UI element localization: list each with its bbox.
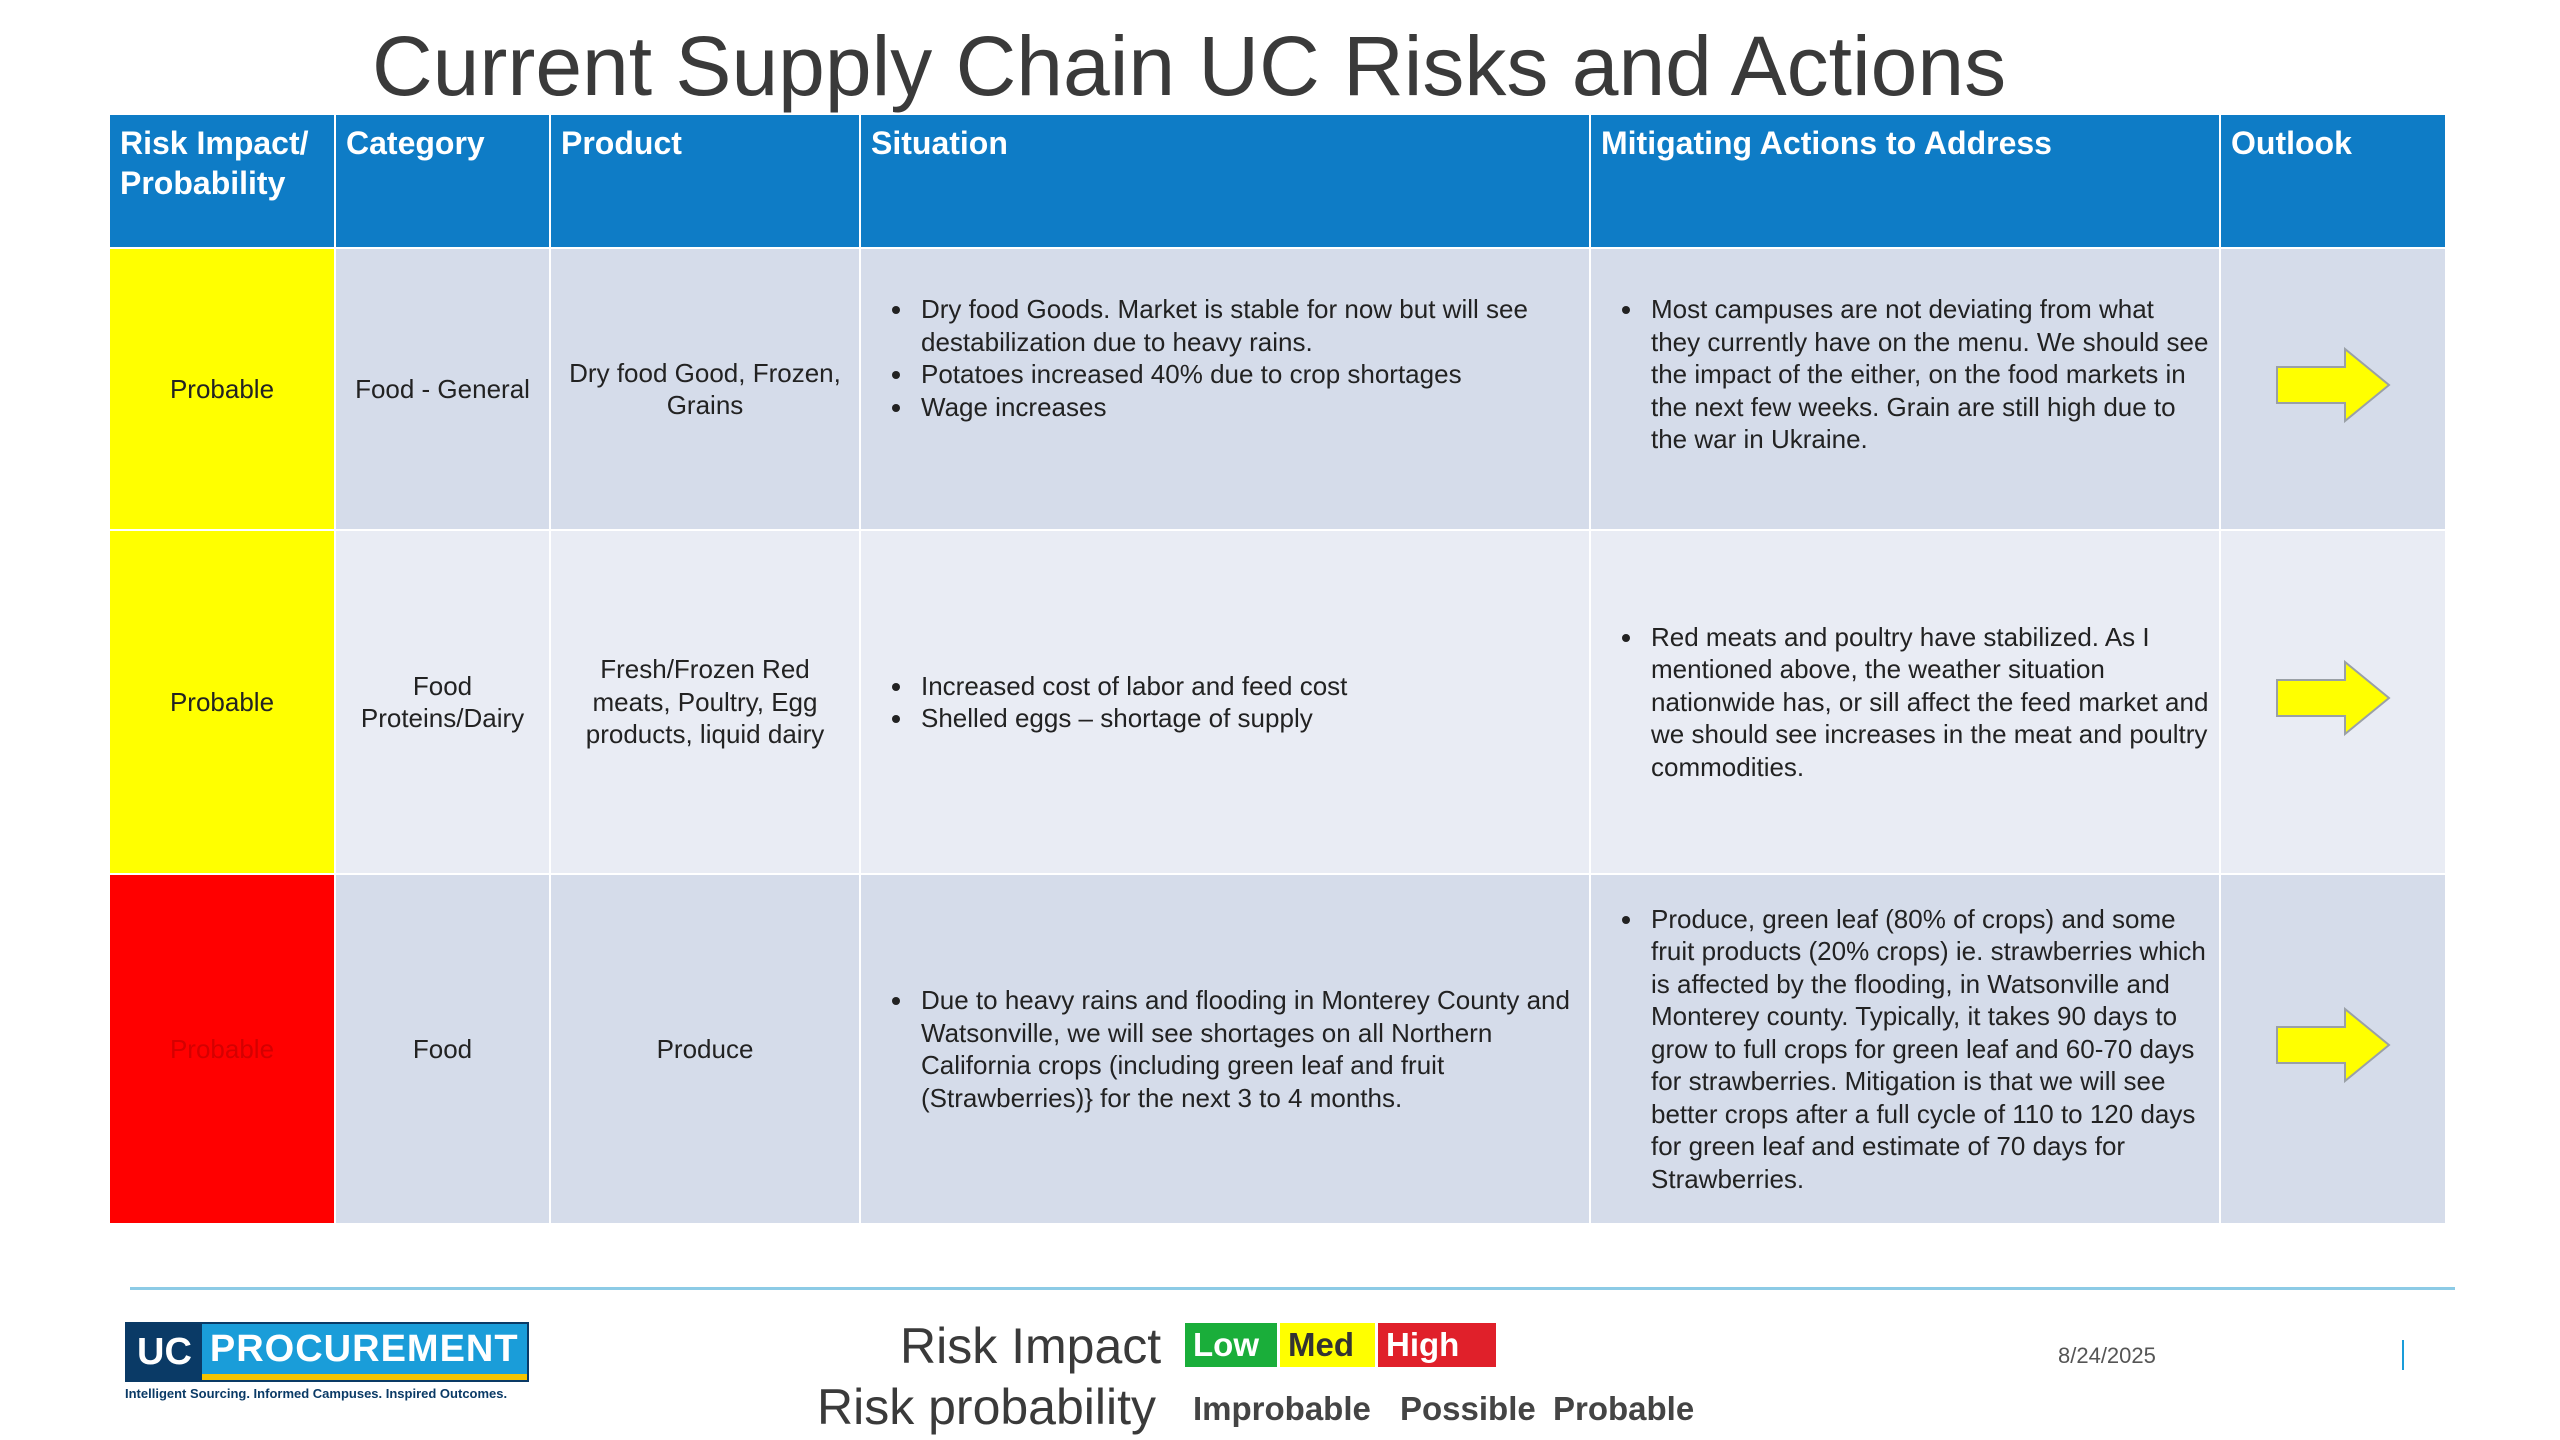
situation-item: Wage increases bbox=[915, 391, 1579, 424]
probability-level-possible: Possible bbox=[1400, 1390, 1536, 1427]
product-cell: Dry food Good, Frozen, Grains bbox=[549, 247, 861, 531]
slide-number-marker bbox=[2402, 1340, 2404, 1370]
right-arrow-icon bbox=[2276, 1007, 2391, 1084]
situation-item: Potatoes increased 40% due to crop short… bbox=[915, 358, 1579, 391]
header-actions: Mitigating Actions to Address bbox=[1589, 113, 2221, 249]
situation-list: Increased cost of labor and feed cost Sh… bbox=[871, 670, 1579, 735]
logo-uc: UC bbox=[127, 1324, 202, 1380]
footer-divider bbox=[130, 1287, 2455, 1290]
table-row: Probable Food Proteins/Dairy Fresh/Froze… bbox=[108, 529, 2447, 875]
header-outlook: Outlook bbox=[2219, 113, 2447, 249]
category-cell: Food - General bbox=[334, 247, 551, 531]
impact-cell: Probable bbox=[108, 247, 336, 531]
situation-item: Shelled eggs – shortage of supply bbox=[915, 702, 1579, 735]
right-arrow-icon bbox=[2276, 347, 2391, 424]
situation-cell: Increased cost of labor and feed cost Sh… bbox=[859, 529, 1591, 875]
action-item: Most campuses are not deviating from wha… bbox=[1645, 293, 2209, 456]
action-item: Red meats and poultry have stabilized. A… bbox=[1645, 621, 2209, 784]
logo-tagline: Intelligent Sourcing. Informed Campuses.… bbox=[125, 1386, 508, 1401]
situation-item: Dry food Goods. Market is stable for now… bbox=[915, 293, 1579, 358]
product-cell: Fresh/Frozen Red meats, Poultry, Egg pro… bbox=[549, 529, 861, 875]
uc-procurement-logo: UC PROCUREMENT Intelligent Sourcing. Inf… bbox=[125, 1322, 529, 1401]
category-cell: Food Proteins/Dairy bbox=[334, 529, 551, 875]
actions-list: Produce, green leaf (80% of crops) and s… bbox=[1601, 903, 2209, 1196]
outlook-cell bbox=[2219, 529, 2447, 875]
actions-cell: Most campuses are not deviating from wha… bbox=[1589, 247, 2221, 531]
risk-probability-label: Risk probability bbox=[817, 1379, 1157, 1435]
risk-table: Risk Impact/ Probability Category Produc… bbox=[108, 113, 2447, 1225]
outlook-cell bbox=[2219, 247, 2447, 531]
table-row: Probable Food Produce Due to heavy rains… bbox=[108, 873, 2447, 1225]
header-product: Product bbox=[549, 113, 861, 249]
situation-cell: Due to heavy rains and flooding in Monte… bbox=[859, 873, 1591, 1225]
situation-item: Increased cost of labor and feed cost bbox=[915, 670, 1579, 703]
actions-cell: Red meats and poultry have stabilized. A… bbox=[1589, 529, 2221, 875]
situation-cell: Dry food Goods. Market is stable for now… bbox=[859, 247, 1591, 531]
impact-level-med: Med bbox=[1280, 1323, 1375, 1367]
category-cell: Food bbox=[334, 873, 551, 1225]
actions-cell: Produce, green leaf (80% of crops) and s… bbox=[1589, 873, 2221, 1225]
product-cell: Produce bbox=[549, 873, 861, 1225]
outlook-cell bbox=[2219, 873, 2447, 1225]
header-impact: Risk Impact/ Probability bbox=[108, 113, 336, 249]
situation-list: Dry food Goods. Market is stable for now… bbox=[871, 293, 1579, 423]
right-arrow-icon bbox=[2276, 660, 2391, 737]
impact-level-low: Low bbox=[1185, 1323, 1277, 1367]
logo-procurement: PROCUREMENT bbox=[201, 1324, 527, 1380]
header-category: Category bbox=[334, 113, 551, 249]
table-row: Probable Food - General Dry food Good, F… bbox=[108, 247, 2447, 531]
header-situation: Situation bbox=[859, 113, 1591, 249]
action-item: Produce, green leaf (80% of crops) and s… bbox=[1645, 903, 2209, 1196]
situation-item: Due to heavy rains and flooding in Monte… bbox=[915, 984, 1579, 1114]
impact-cell: Probable bbox=[108, 873, 336, 1225]
probability-level-improbable: Improbable bbox=[1193, 1390, 1371, 1427]
impact-cell: Probable bbox=[108, 529, 336, 875]
page-title: Current Supply Chain UC Risks and Action… bbox=[372, 19, 2007, 113]
impact-level-high: High bbox=[1378, 1323, 1496, 1367]
logo-box: UC PROCUREMENT bbox=[125, 1322, 529, 1382]
probability-level-probable: Probable bbox=[1553, 1390, 1695, 1427]
actions-list: Most campuses are not deviating from wha… bbox=[1601, 293, 2209, 456]
actions-list: Red meats and poultry have stabilized. A… bbox=[1601, 621, 2209, 784]
slide-date: 8/24/2025 bbox=[2058, 1343, 2156, 1368]
table-header-row: Risk Impact/ Probability Category Produc… bbox=[108, 113, 2447, 249]
situation-list: Due to heavy rains and flooding in Monte… bbox=[871, 984, 1579, 1114]
risk-impact-label: Risk Impact bbox=[900, 1318, 1162, 1374]
